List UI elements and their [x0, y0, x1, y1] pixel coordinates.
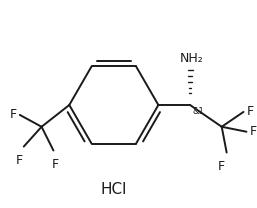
- Text: HCl: HCl: [101, 182, 127, 197]
- Text: F: F: [218, 160, 225, 173]
- Text: F: F: [250, 125, 256, 138]
- Text: &1: &1: [192, 107, 204, 116]
- Text: F: F: [246, 105, 254, 118]
- Text: NH₂: NH₂: [180, 52, 204, 65]
- Text: F: F: [10, 108, 17, 121]
- Text: F: F: [52, 158, 59, 171]
- Text: F: F: [16, 155, 23, 167]
